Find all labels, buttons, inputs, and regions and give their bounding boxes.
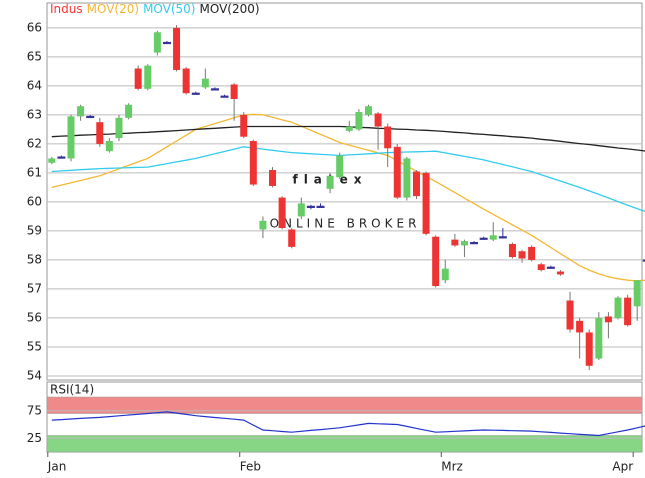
candle-body [412,171,420,197]
candle-body [220,95,229,98]
candle-body [585,332,593,366]
candle-body [470,242,479,245]
watermark-sub: ONLINE BROKER [270,217,421,231]
y-tick-label: 75 [27,403,42,417]
candle-body [422,172,430,234]
y-tick-label: 63 [27,107,42,121]
candle-body [355,112,363,130]
y-tick-label: 56 [27,310,42,324]
moving-average-line [51,146,645,213]
candle-body [642,259,645,262]
candle-body [364,106,372,115]
y-tick-label: 61 [27,165,42,179]
candle-body [125,104,133,118]
y-tick-label: 54 [27,368,42,382]
legend-entry: MOV(20) [87,2,139,16]
candle-body [441,268,449,281]
candle-body [67,116,75,159]
candle-body [153,32,161,53]
candle-body [57,156,66,159]
plot-frame [46,2,643,381]
candle-body [479,237,488,240]
moving-average-line [51,113,645,282]
candle-body [316,205,325,208]
candle-body [489,235,497,240]
candle-body [595,317,603,359]
candle-body [162,41,171,45]
candle-body [77,106,85,117]
candle-body [374,113,382,127]
legend: Indus MOV(20) MOV(50) MOV(200) [50,2,260,16]
x-tick-label: Jan [47,460,67,474]
candle-body [269,170,277,186]
candle-body [326,175,334,189]
x-tick-label: Feb [240,460,261,474]
candle-body [86,115,95,119]
candle-body [259,220,267,230]
y-tick-label: 59 [27,223,42,237]
candle-body [115,117,123,139]
candle-body [432,236,440,287]
candle-body [210,88,219,91]
x-tick-label: Apr [612,460,633,474]
candle-body [201,78,209,88]
candle-body [508,243,516,258]
candle-body [604,316,612,323]
y-tick-label: 25 [27,431,42,445]
candle-body [134,68,142,89]
candle-body [384,126,392,149]
candle-body [191,92,200,95]
rsi-label: RSI(14) [50,383,94,397]
y-tick-label: 58 [27,252,42,266]
candle-body [451,239,459,246]
candle-body [498,236,507,239]
y-tick-label: 57 [27,281,42,295]
candle-body [624,297,632,326]
candle-body [105,141,113,152]
candle-body [528,246,536,260]
candle-body [48,158,56,163]
legend-entry: MOV(50) [143,2,195,16]
candle-body [546,266,555,269]
candle-body [297,203,305,217]
candle-body [576,320,584,333]
candle-body [240,114,248,137]
x-tick-label: Mrz [441,460,463,474]
candle-body [278,197,286,229]
candle-body [518,251,526,259]
candle-body [144,65,152,89]
y-tick-label: 60 [27,194,42,208]
candle-body [249,141,257,185]
candle-body [230,84,238,99]
candle-body [336,155,344,178]
candle-body [537,264,545,271]
y-tick-label: 65 [27,49,42,63]
legend-entry: Indus [50,2,83,16]
candle-body [403,158,411,198]
candle-body [173,27,181,70]
candle-body [633,280,641,307]
candle-body [556,271,564,275]
candle-body [393,146,401,198]
candle-body [614,297,622,318]
y-tick-label: 55 [27,339,42,353]
candle-body [306,205,315,208]
rsi-band [46,435,643,453]
candle-body [96,122,104,144]
candle-body [345,126,353,131]
y-tick-label: 62 [27,136,42,150]
y-tick-label: 64 [27,78,42,92]
rsi-line [51,411,645,437]
rsi-band [46,396,643,414]
candle-body [460,241,468,246]
y-tick-label: 66 [27,20,42,34]
candle-body [288,229,296,247]
candle-body [182,68,190,94]
legend-entry: MOV(200) [200,2,260,16]
candle-body [566,300,574,330]
